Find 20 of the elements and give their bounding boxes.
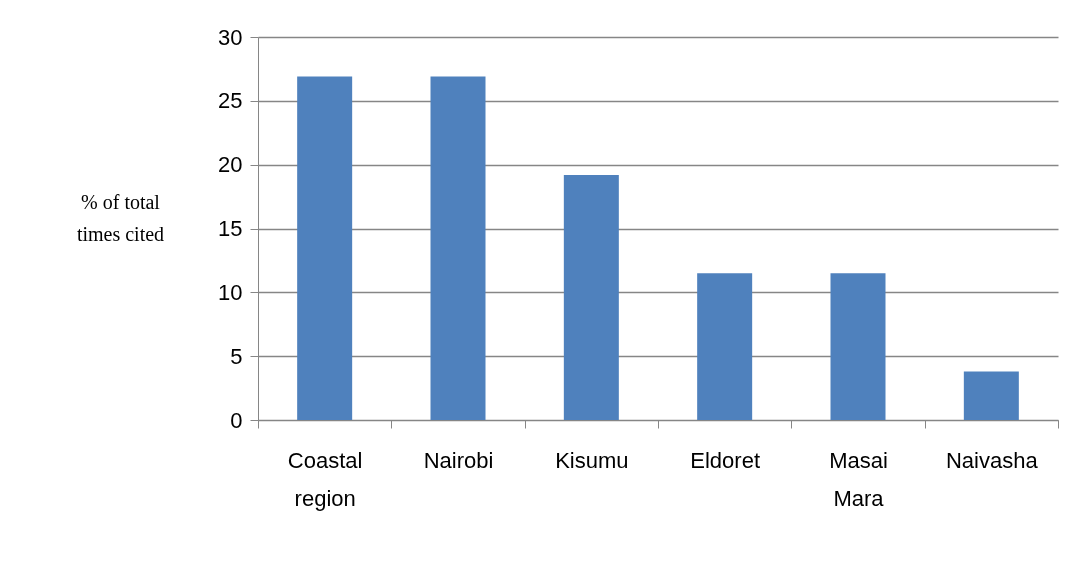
bar — [563, 174, 619, 420]
y-axis-title: % of total times cited — [76, 190, 165, 245]
x-tick-label: Naivasha — [945, 447, 1039, 473]
bar — [963, 371, 1019, 420]
y-tick-label: 0 — [230, 407, 243, 433]
y-tick-label: 25 — [218, 88, 243, 114]
y-tick-label: 10 — [218, 279, 243, 305]
bar — [430, 76, 486, 420]
x-tick-label: Nairobi — [423, 447, 494, 473]
y-tick-label: 5 — [230, 343, 243, 369]
bar — [697, 273, 753, 420]
x-tick-label: Masai Mara — [829, 447, 888, 511]
x-tick-label: Kisumu — [555, 447, 629, 473]
y-tick-label: 30 — [218, 24, 243, 50]
y-tick-label: 20 — [218, 152, 243, 178]
bar — [830, 273, 886, 420]
x-tick-label: Coastal region — [287, 447, 363, 511]
y-tick-label: 15 — [218, 216, 243, 241]
x-tick-label: Eldoret — [690, 447, 761, 473]
bar — [297, 76, 353, 420]
